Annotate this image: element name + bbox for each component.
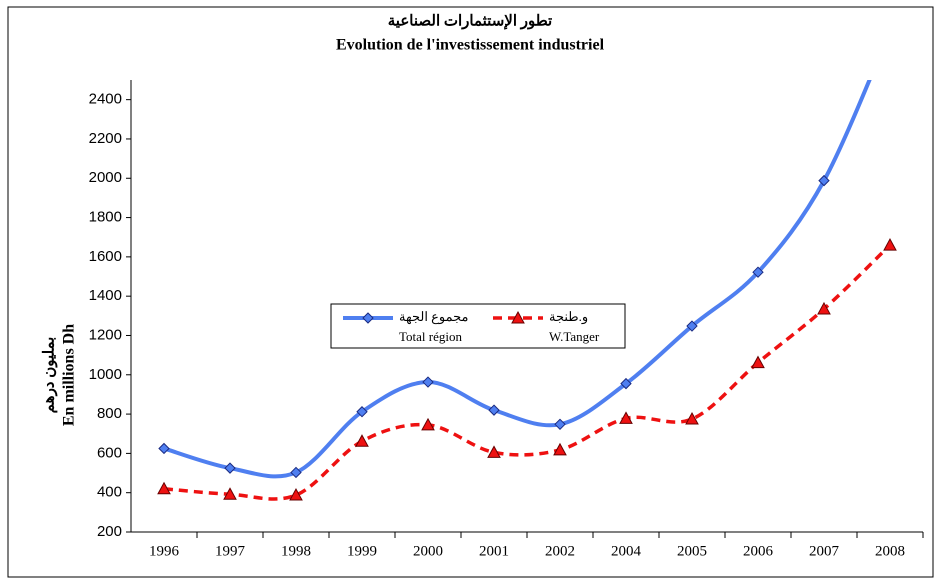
data-point xyxy=(224,462,236,474)
y-axis-label: بمليون درهم xyxy=(41,337,57,414)
y-tick-label: 1200 xyxy=(89,326,122,343)
x-tick-label: 2006 xyxy=(743,543,774,559)
data-point xyxy=(158,442,170,455)
y-tick-label: 1400 xyxy=(89,287,122,304)
data-point xyxy=(290,466,302,479)
data-point xyxy=(223,487,237,500)
legend-sublabel: W.Tanger xyxy=(549,329,600,344)
y-tick-label: 2400 xyxy=(89,91,122,108)
x-tick-label: 2007 xyxy=(809,543,840,559)
x-tick-label: 1996 xyxy=(149,543,180,559)
data-point xyxy=(883,238,897,251)
y-tick-label: 200 xyxy=(97,523,122,540)
data-point xyxy=(355,434,369,447)
data-point xyxy=(685,411,699,425)
data-point xyxy=(157,481,171,495)
y-tick-label: 2200 xyxy=(89,130,122,147)
x-tick-label: 2000 xyxy=(413,543,443,559)
chart-subtitle: Evolution de l'investissement industriel xyxy=(336,37,605,54)
y-tick-label: 800 xyxy=(97,405,122,422)
y-tick-label: 1800 xyxy=(89,209,122,226)
x-tick-label: 2008 xyxy=(875,543,905,559)
data-point xyxy=(619,411,633,424)
x-tick-label: 1999 xyxy=(347,543,377,559)
data-point xyxy=(422,376,434,388)
y-tick-label: 400 xyxy=(97,484,122,501)
legend-sublabel: Total région xyxy=(399,329,462,344)
data-point xyxy=(554,418,566,431)
x-tick-label: 1997 xyxy=(215,543,246,559)
y-tick-label: 1600 xyxy=(89,248,122,265)
data-point xyxy=(362,312,374,324)
data-point xyxy=(511,310,525,324)
y-tick-label: 2000 xyxy=(89,169,122,186)
data-point xyxy=(686,320,698,332)
data-point xyxy=(421,417,435,431)
plot-area xyxy=(157,80,897,501)
data-point xyxy=(751,355,765,369)
x-tick-label: 2005 xyxy=(677,543,707,559)
data-point xyxy=(553,442,567,456)
legend-box xyxy=(330,303,626,349)
data-point xyxy=(817,301,831,315)
y-tick-label: 600 xyxy=(97,444,122,461)
x-tick-label: 1998 xyxy=(281,543,311,559)
x-tick-label: 2001 xyxy=(479,543,509,559)
chart-frame xyxy=(7,6,934,578)
data-point xyxy=(818,174,830,187)
data-point xyxy=(356,406,368,418)
data-point xyxy=(289,488,303,501)
legend: مجموع الجهة Total région و.طنجة W.Tanger xyxy=(330,303,626,349)
data-point xyxy=(752,266,764,278)
y-tick-label: 1000 xyxy=(89,366,122,383)
x-tick-label: 2002 xyxy=(545,543,575,559)
legend-label: و.طنجة xyxy=(549,309,588,325)
x-tick-label: 2004 xyxy=(611,543,642,559)
data-point xyxy=(620,377,632,390)
y-axis-label: En millions Dh xyxy=(61,324,78,426)
data-point xyxy=(488,404,500,416)
data-point xyxy=(487,445,501,458)
legend-label: مجموع الجهة xyxy=(399,309,469,325)
chart-title: تطور الإستثمارات الصناعية xyxy=(388,13,552,29)
